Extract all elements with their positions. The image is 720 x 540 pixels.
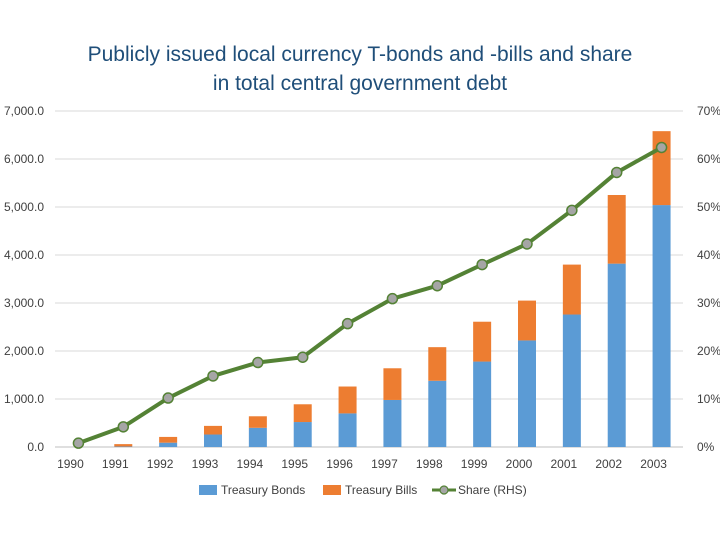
x-tick-label: 1990: [57, 457, 84, 471]
bar-treasury-bonds: [428, 380, 447, 447]
point-share: [72, 437, 85, 449]
bar-treasury-bills: [114, 444, 133, 447]
point-share: [521, 238, 533, 250]
bar-treasury-bills: [248, 416, 267, 428]
y-right-tick-label: 0%: [697, 440, 715, 454]
point-share: [431, 279, 444, 292]
x-tick-label: 1993: [192, 457, 219, 471]
point-share: [341, 317, 354, 330]
bar-treasury-bonds: [293, 422, 312, 447]
point-share: [566, 204, 578, 217]
x-tick-label: 1994: [237, 457, 264, 471]
bar-treasury-bonds: [248, 427, 267, 447]
x-tick-label: 2002: [595, 457, 622, 471]
point-share: [252, 356, 264, 369]
bar-treasury-bills: [383, 368, 402, 400]
y-left-tick-label: 5,000.0: [4, 200, 44, 214]
bar-treasury-bonds: [518, 340, 536, 447]
y-left-tick-label: 7,000.0: [4, 104, 44, 118]
bar-treasury-bonds: [204, 434, 222, 447]
bar-treasury-bills: [338, 386, 357, 414]
bar-treasury-bills: [473, 321, 492, 362]
legend-label-share: Share (RHS): [458, 483, 527, 497]
y-right-tick-label: 40%: [697, 248, 720, 262]
point-share: [655, 141, 668, 154]
legend-swatch-treasury-bills: [323, 485, 341, 495]
chart-title-line-1: Publicly issued local currency T-bonds a…: [87, 43, 633, 66]
y-left-tick-label: 4,000.0: [4, 248, 44, 262]
point-share: [476, 258, 488, 271]
legend-label-treasury-bonds: Treasury Bonds: [221, 483, 305, 497]
point-share: [296, 351, 309, 363]
bar-treasury-bonds: [607, 263, 626, 447]
bar-treasury-bonds: [338, 413, 357, 447]
x-tick-label: 1998: [416, 457, 443, 471]
y-left-tick-label: 1,000.0: [4, 392, 44, 406]
bar-treasury-bills: [428, 347, 447, 381]
y-right-tick-label: 70%: [697, 104, 720, 118]
legend-swatch-treasury-bonds: [199, 485, 217, 495]
x-tick-label: 1999: [461, 457, 488, 471]
bar-treasury-bills: [204, 425, 222, 435]
series-line-share: [77, 145, 663, 446]
point-share: [117, 421, 130, 433]
bar-treasury-bonds: [383, 399, 402, 447]
point-share: [386, 292, 399, 305]
bar-treasury-bonds: [562, 314, 581, 447]
legend-label-treasury-bills: Treasury Bills: [345, 483, 417, 497]
y-right-tick-label: 20%: [697, 344, 720, 358]
y-right-tick-label: 60%: [697, 152, 720, 166]
point-share: [162, 392, 174, 404]
x-tick-label: 1991: [102, 457, 129, 471]
y-right-tick-label: 50%: [697, 200, 720, 214]
y-left-tick-label: 3,000.0: [4, 296, 44, 310]
x-tick-label: 1992: [147, 457, 174, 471]
y-left-tick-label: 0.0: [27, 440, 44, 454]
bar-treasury-bonds: [652, 205, 671, 447]
x-tick-label: 2001: [551, 457, 578, 471]
y-right-tick-label: 30%: [697, 296, 720, 310]
x-tick-label: 1996: [326, 457, 353, 471]
bar-treasury-bills: [293, 404, 312, 423]
point-share: [610, 166, 623, 179]
bar-treasury-bills: [159, 436, 178, 443]
x-tick-label: 1995: [281, 457, 308, 471]
y-left-tick-label: 6,000.0: [4, 152, 44, 166]
y-left-tick-label: 2,000.0: [4, 344, 44, 358]
point-share: [207, 370, 219, 382]
bar-treasury-bills: [518, 300, 536, 341]
chart-title: Publicly issued local currency T-bonds a…: [0, 40, 720, 98]
x-tick-label: 2003: [640, 457, 667, 471]
bar-treasury-bonds: [159, 442, 178, 447]
chart-title-line-2: in total central government debt: [212, 72, 508, 95]
legend-swatch-share-marker: [439, 485, 449, 495]
x-tick-label: 1997: [371, 457, 398, 471]
x-tick-label: 2000: [506, 457, 533, 471]
bar-treasury-bonds: [473, 361, 492, 447]
bar-treasury-bills: [562, 264, 581, 315]
bar-treasury-bills: [607, 195, 626, 264]
y-right-tick-label: 10%: [697, 392, 720, 406]
